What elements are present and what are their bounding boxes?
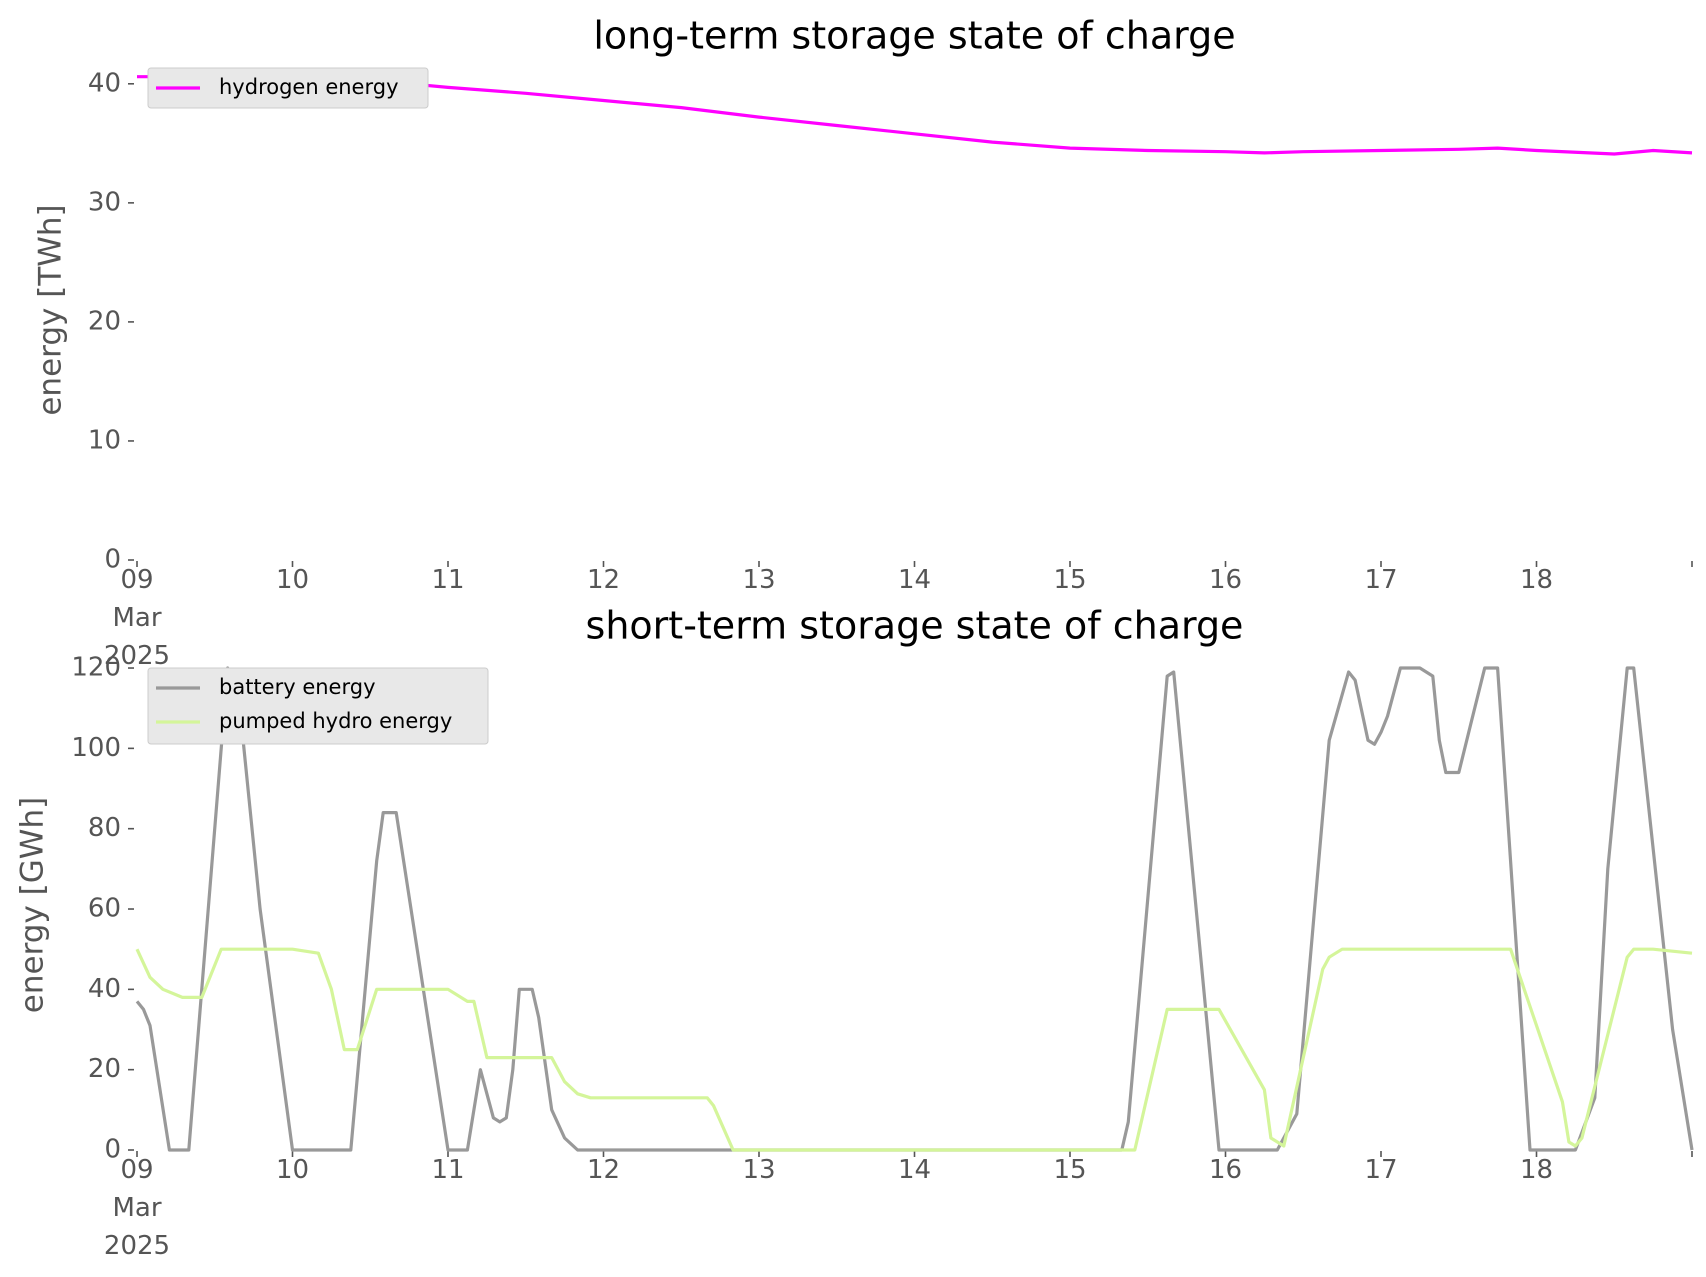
x-tick-label: 18 <box>1520 565 1553 595</box>
x-tick-label: 14 <box>898 1155 931 1185</box>
legend-box <box>147 67 429 109</box>
legend-label: hydrogen energy <box>219 75 399 99</box>
y-tick-label: 40 <box>88 68 121 98</box>
y-tick-label: 0 <box>104 1135 121 1165</box>
legend-label: pumped hydro energy <box>219 709 452 733</box>
y-tick-label: 0 <box>104 545 121 575</box>
y-axis-label: energy [TWh] <box>33 204 69 415</box>
hydrogen-energy-line <box>137 75 1693 156</box>
y-tick-label: 100 <box>71 733 121 763</box>
x-tick-label: 17 <box>1364 565 1397 595</box>
y-tick-label: 60 <box>88 894 121 924</box>
y-tick-label: 80 <box>88 813 121 843</box>
x-tick-label: 15 <box>1053 565 1086 595</box>
x-tick-label: 11 <box>431 565 464 595</box>
x-tick-label: 09 Mar 2025 <box>104 1155 170 1261</box>
chart-title: short-term storage state of charge <box>586 604 1244 648</box>
chart-title: long-term storage state of charge <box>593 14 1235 58</box>
short-term-panel: short-term storage state of charge energy… <box>15 604 1694 1261</box>
x-tick-label: 12 <box>587 565 620 595</box>
x-tick-label: 17 <box>1364 1155 1397 1185</box>
long-term-panel: long-term storage state of charge energy … <box>33 14 1693 671</box>
y-tick-label: 10 <box>88 425 121 455</box>
x-tick-label: 10 <box>276 565 309 595</box>
y-axis-label: energy [GWh] <box>15 797 51 1013</box>
x-tick-label: 13 <box>742 565 775 595</box>
x-tick-label: 13 <box>742 1155 775 1185</box>
y-tick-label: 20 <box>88 1054 121 1084</box>
x-tick-label: 16 <box>1209 1155 1242 1185</box>
pumped-hydro-energy-line <box>135 947 1693 1152</box>
y-tick-label: 120 <box>71 653 121 683</box>
x-tick-label: 10 <box>276 1155 309 1185</box>
x-tick-label: 14 <box>898 565 931 595</box>
x-tick-label: 15 <box>1053 1155 1086 1185</box>
x-tick-label: 18 <box>1520 1155 1553 1185</box>
x-tick-label: 16 <box>1209 565 1242 595</box>
y-tick-label: 20 <box>88 306 121 336</box>
x-tick-label: 11 <box>431 1155 464 1185</box>
legend-label: battery energy <box>219 675 376 699</box>
legend-box <box>147 667 489 745</box>
y-tick-label: 40 <box>88 974 121 1004</box>
y-tick-label: 30 <box>88 187 121 217</box>
x-tick-label: 12 <box>587 1155 620 1185</box>
x-tick-label: 09 Mar 2025 <box>104 565 170 671</box>
battery-energy-line <box>135 666 1694 1152</box>
